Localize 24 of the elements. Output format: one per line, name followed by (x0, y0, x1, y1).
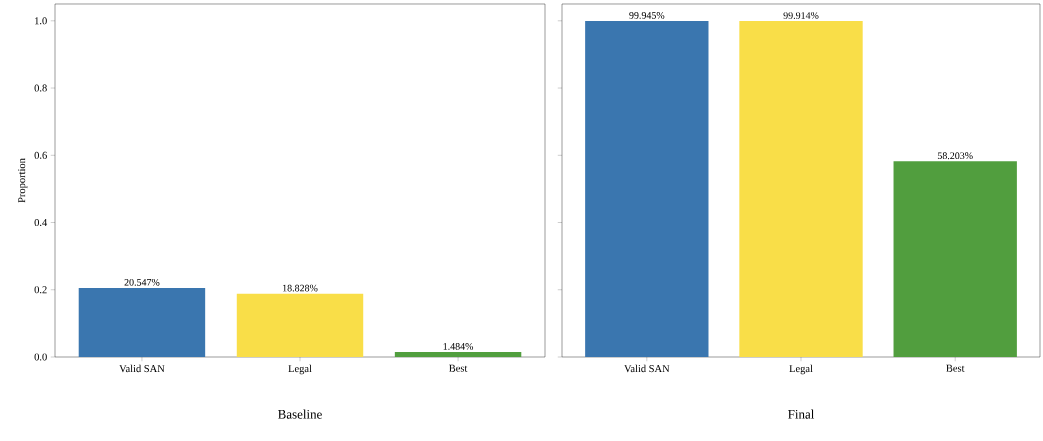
y-tick-label: 0.0 (34, 353, 47, 361)
y-tick-label: 0.4 (34, 218, 48, 227)
text: Final (788, 409, 815, 419)
x-tick-label: Legal (789, 364, 813, 375)
x-tick-label: Valid SAN (624, 364, 670, 373)
bar (394, 352, 522, 357)
data-label: 99.945% (629, 12, 665, 19)
data-label: 18.828% (283, 284, 318, 292)
data-label: 99.914% (783, 12, 819, 19)
x-tick-label: Legal (288, 364, 312, 375)
y-tick-label: 0.6 (34, 151, 47, 159)
bar (78, 287, 206, 357)
data-label: 58.203% (937, 152, 973, 160)
text: Baseline (278, 409, 322, 419)
data-label: 1.484% (443, 343, 474, 350)
y-axis-title: Proportion (18, 158, 28, 203)
x-tick-label: Best (946, 364, 965, 372)
data-label: 20.547% (124, 278, 160, 286)
y-tick-label: 0.8 (34, 84, 47, 92)
y-tick-label: 0.2 (34, 286, 47, 294)
x-tick-label: Valid SAN (119, 364, 165, 373)
bar (236, 293, 364, 357)
x-tick-label: Best (449, 364, 468, 372)
y-tick-label: 1.0 (35, 17, 47, 25)
